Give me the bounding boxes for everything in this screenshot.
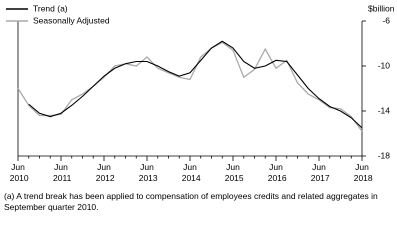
y-tick-label: -10 [378, 60, 391, 70]
x-tick-label: Jun 2011 [51, 162, 72, 183]
legend-label: Seasonally Adjusted [33, 15, 110, 25]
y-tick-label: -14 [378, 105, 391, 115]
x-tick-label: Jun 2015 [222, 162, 244, 183]
series-line [17, 41, 363, 132]
x-tick-label: Jun 2018 [351, 162, 373, 183]
chart: $billion -6 -10 -14 -18 Jun 2010 Jun 2011 Jun … [6, 3, 395, 183]
x-tick-label: Jun 2013 [136, 162, 158, 183]
x-tick-label: Jun 2016 [265, 162, 287, 183]
x-tick-label: Jun 2012 [93, 162, 115, 183]
y-tick-label: -6 [382, 15, 390, 25]
page: $billion -6 -10 -14 -18 Jun 2010 Jun 2011 Jun … [4, 3, 395, 212]
y-tick-label: -18 [378, 150, 391, 160]
x-tick-label: Jun 2014 [179, 162, 201, 183]
x-tick-label: Jun 2017 [308, 162, 330, 183]
x-tick-label: Jun 2010 [7, 162, 29, 183]
y-axis-label: $billion [368, 3, 395, 13]
footnote: (a) A trend break has been applied to co… [4, 191, 378, 212]
legend-label: Trend (a) [33, 3, 68, 13]
series-line [28, 40, 363, 129]
